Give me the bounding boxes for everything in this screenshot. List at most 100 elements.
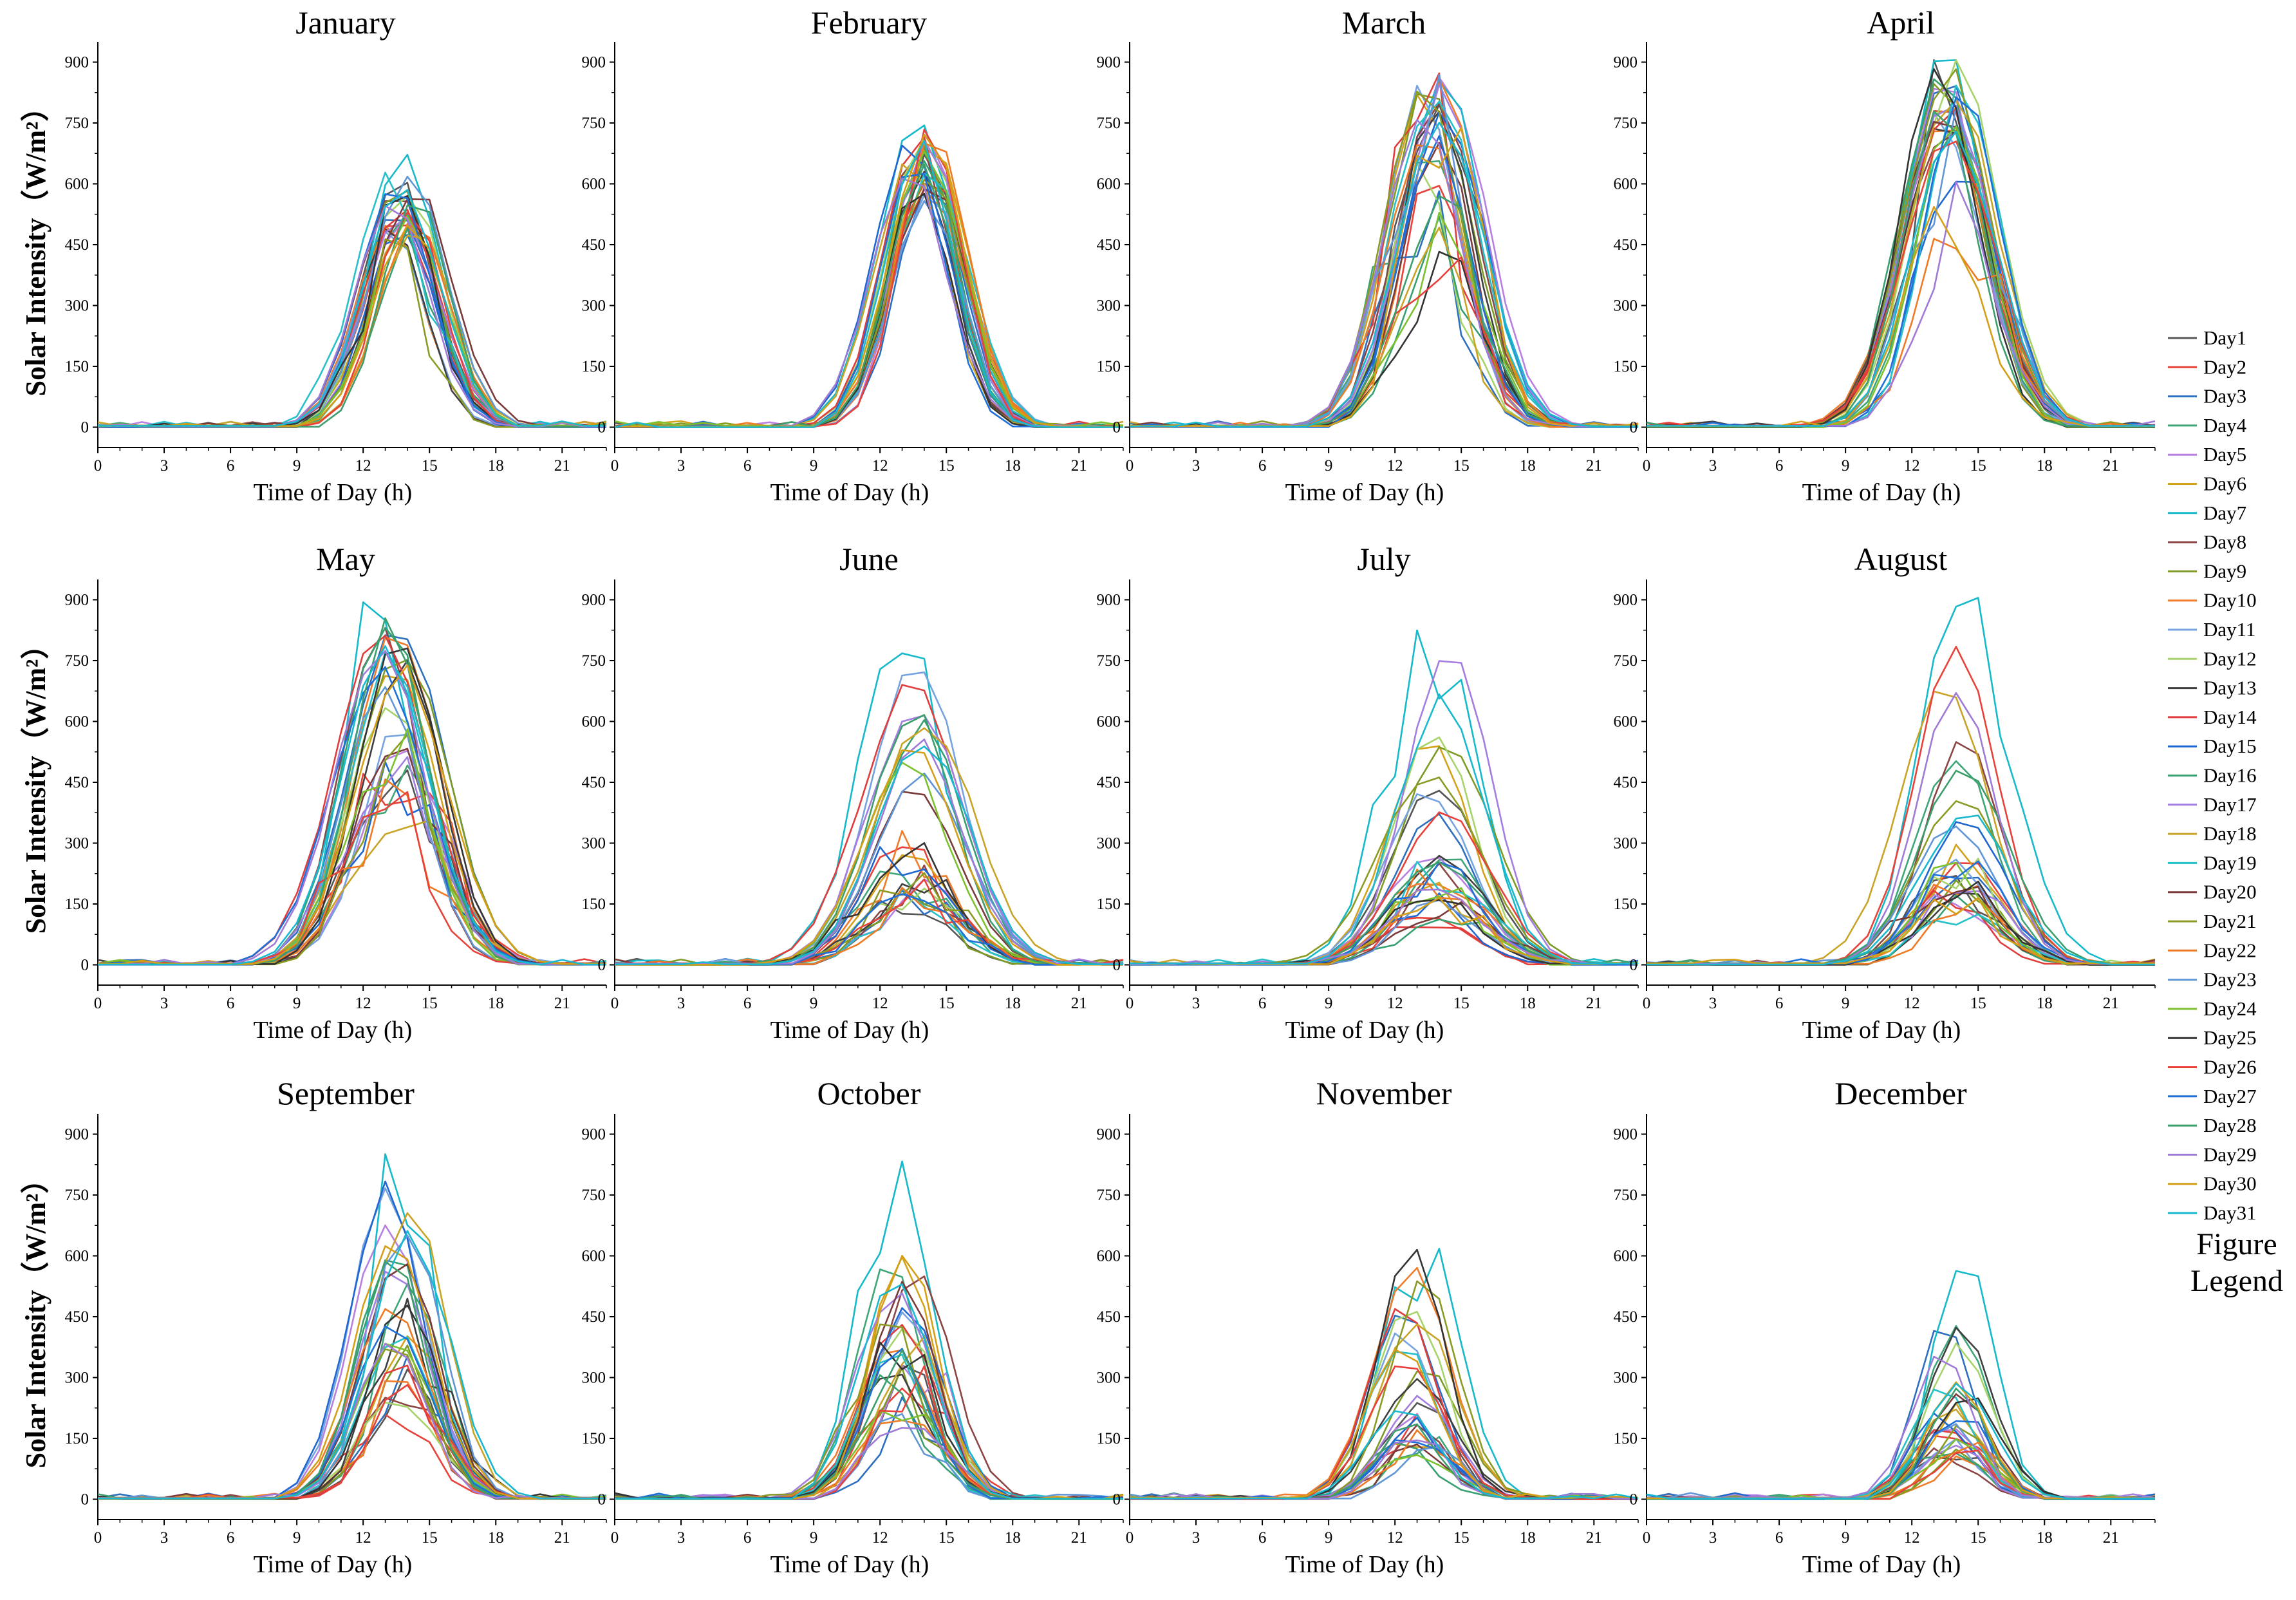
legend-label: Day21 <box>2203 910 2257 932</box>
panel-title: October <box>817 1075 920 1111</box>
y-tick-label: 450 <box>1097 1308 1121 1326</box>
series-line-day12 <box>1130 162 1638 428</box>
series-line-day1 <box>614 899 1124 965</box>
x-tick-label: 12 <box>1387 995 1403 1012</box>
y-tick-label: 0 <box>81 419 89 437</box>
legend-label: Day11 <box>2203 618 2256 641</box>
y-tick-label: 300 <box>1097 297 1121 315</box>
y-tick-label: 750 <box>1097 1187 1121 1204</box>
x-tick-label: 15 <box>422 995 438 1012</box>
series-line-day29 <box>1130 118 1638 428</box>
series-line-day22 <box>98 778 606 965</box>
x-tick-label: 18 <box>2037 457 2053 475</box>
legend-label: Day4 <box>2203 414 2247 437</box>
series-line-day5 <box>98 1224 606 1500</box>
series-line-day21 <box>615 178 1123 428</box>
x-axis-label: Time of Day (h) <box>254 1017 413 1044</box>
y-tick-label: 450 <box>1097 236 1121 254</box>
x-tick-label: 9 <box>1842 995 1850 1012</box>
x-tick-label: 6 <box>1775 457 1784 475</box>
x-tick-label: 9 <box>810 995 818 1012</box>
x-tick-label: 3 <box>160 995 169 1012</box>
panel-november: November 0 150 300 450 600 750 900 0 3 6 9 12 15 18 21 T… <box>1097 1075 1639 1578</box>
series-line-day18 <box>615 163 1124 428</box>
x-tick-label: 12 <box>1904 457 1920 475</box>
x-tick-label: 6 <box>1258 1529 1267 1547</box>
legend-label: Day5 <box>2203 443 2246 466</box>
series-line-day14 <box>615 1324 1123 1500</box>
y-axis-label: Solar Intensity（W/m²） <box>20 93 51 397</box>
y-tick-label: 750 <box>582 1187 606 1204</box>
x-tick-label: 3 <box>1192 457 1200 475</box>
panel-december: December 0 150 300 450 600 750 900 0 3 6 9 12 15 18 21 T… <box>1614 1075 2156 1578</box>
y-tick-label: 150 <box>1614 896 1638 913</box>
series-line-day29 <box>615 177 1123 428</box>
x-axis-label: Time of Day (h) <box>1802 1551 1961 1578</box>
y-tick-label: 300 <box>65 297 89 315</box>
x-tick-label: 6 <box>1258 457 1267 475</box>
y-tick-label: 600 <box>1614 1248 1638 1265</box>
series-line-day8 <box>1130 1424 1638 1500</box>
series-line-day1 <box>1130 789 1638 965</box>
x-tick-label: 18 <box>2037 995 2053 1012</box>
y-axis-labels: Solar Intensity（W/m²） Solar Intensity（W/m… <box>20 93 51 1469</box>
x-tick-label: 18 <box>1520 457 1536 475</box>
x-tick-label: 21 <box>1586 457 1602 475</box>
x-tick-label: 12 <box>355 995 371 1012</box>
x-tick-label: 9 <box>1325 457 1333 475</box>
series-lines <box>1646 597 2156 966</box>
series-line-day30 <box>1647 205 2155 428</box>
series-line-day10 <box>1647 129 2155 427</box>
series-line-day19 <box>1129 1350 1638 1500</box>
y-tick-label: 600 <box>65 713 89 731</box>
series-line-day23 <box>615 1413 1124 1500</box>
y-tick-label: 300 <box>1614 835 1638 852</box>
series-line-day12 <box>1647 858 2155 965</box>
series-line-day27 <box>97 193 606 428</box>
y-tick-label: 900 <box>1614 1126 1638 1144</box>
x-tick-label: 21 <box>1586 995 1602 1012</box>
series-line-day4 <box>1647 124 2155 428</box>
x-tick-label: 6 <box>227 995 235 1012</box>
y-tick-label: 750 <box>65 115 89 132</box>
x-tick-label: 21 <box>2103 457 2119 475</box>
series-line-day13 <box>1647 127 2156 427</box>
series-line-day31 <box>98 189 606 427</box>
y-tick-label: 450 <box>1614 1308 1638 1326</box>
x-axis-label: Time of Day (h) <box>254 1551 413 1578</box>
series-line-day4 <box>615 1268 1123 1499</box>
x-tick-label: 15 <box>422 1529 438 1547</box>
series-lines <box>1129 1248 1639 1500</box>
panel-august: August 0 150 300 450 600 750 900 0 3 6 9 12 15 18 21 Tim… <box>1614 541 2156 1044</box>
x-axis-label: Time of Day (h) <box>1802 1017 1961 1044</box>
y-tick-label: 600 <box>582 1248 606 1265</box>
y-tick-label: 900 <box>582 1126 606 1144</box>
x-tick-label: 6 <box>1775 1529 1784 1547</box>
y-axis-label: Solar Intensity（W/m²） <box>20 1165 51 1469</box>
series-line-day31 <box>615 1283 1123 1500</box>
legend-label: Day28 <box>2203 1114 2257 1136</box>
series-line-day31 <box>1130 122 1638 428</box>
y-tick-label: 450 <box>582 236 606 254</box>
x-tick-label: 0 <box>1126 1529 1134 1547</box>
x-tick-label: 6 <box>1775 995 1784 1012</box>
x-tick-label: 9 <box>810 1529 818 1547</box>
y-tick-label: 600 <box>582 176 606 193</box>
y-tick-label: 750 <box>1097 115 1121 132</box>
series-lines <box>97 1153 607 1500</box>
legend-label: Day22 <box>2203 939 2257 961</box>
x-tick-label: 12 <box>355 1529 371 1547</box>
y-tick-label: 600 <box>1097 713 1121 731</box>
legend-label: Day15 <box>2203 735 2257 757</box>
x-axis-label: Time of Day (h) <box>770 1551 929 1578</box>
legend-label: Day29 <box>2203 1143 2257 1165</box>
series-line-day31 <box>98 1230 606 1500</box>
series-line-day19 <box>98 651 607 965</box>
series-line-day20 <box>98 198 607 427</box>
x-tick-label: 0 <box>611 995 619 1012</box>
y-tick-label: 300 <box>582 1369 606 1387</box>
series-line-day31 <box>1647 814 2155 966</box>
series-line-day19 <box>615 172 1123 428</box>
legend-label: Day20 <box>2203 881 2257 903</box>
